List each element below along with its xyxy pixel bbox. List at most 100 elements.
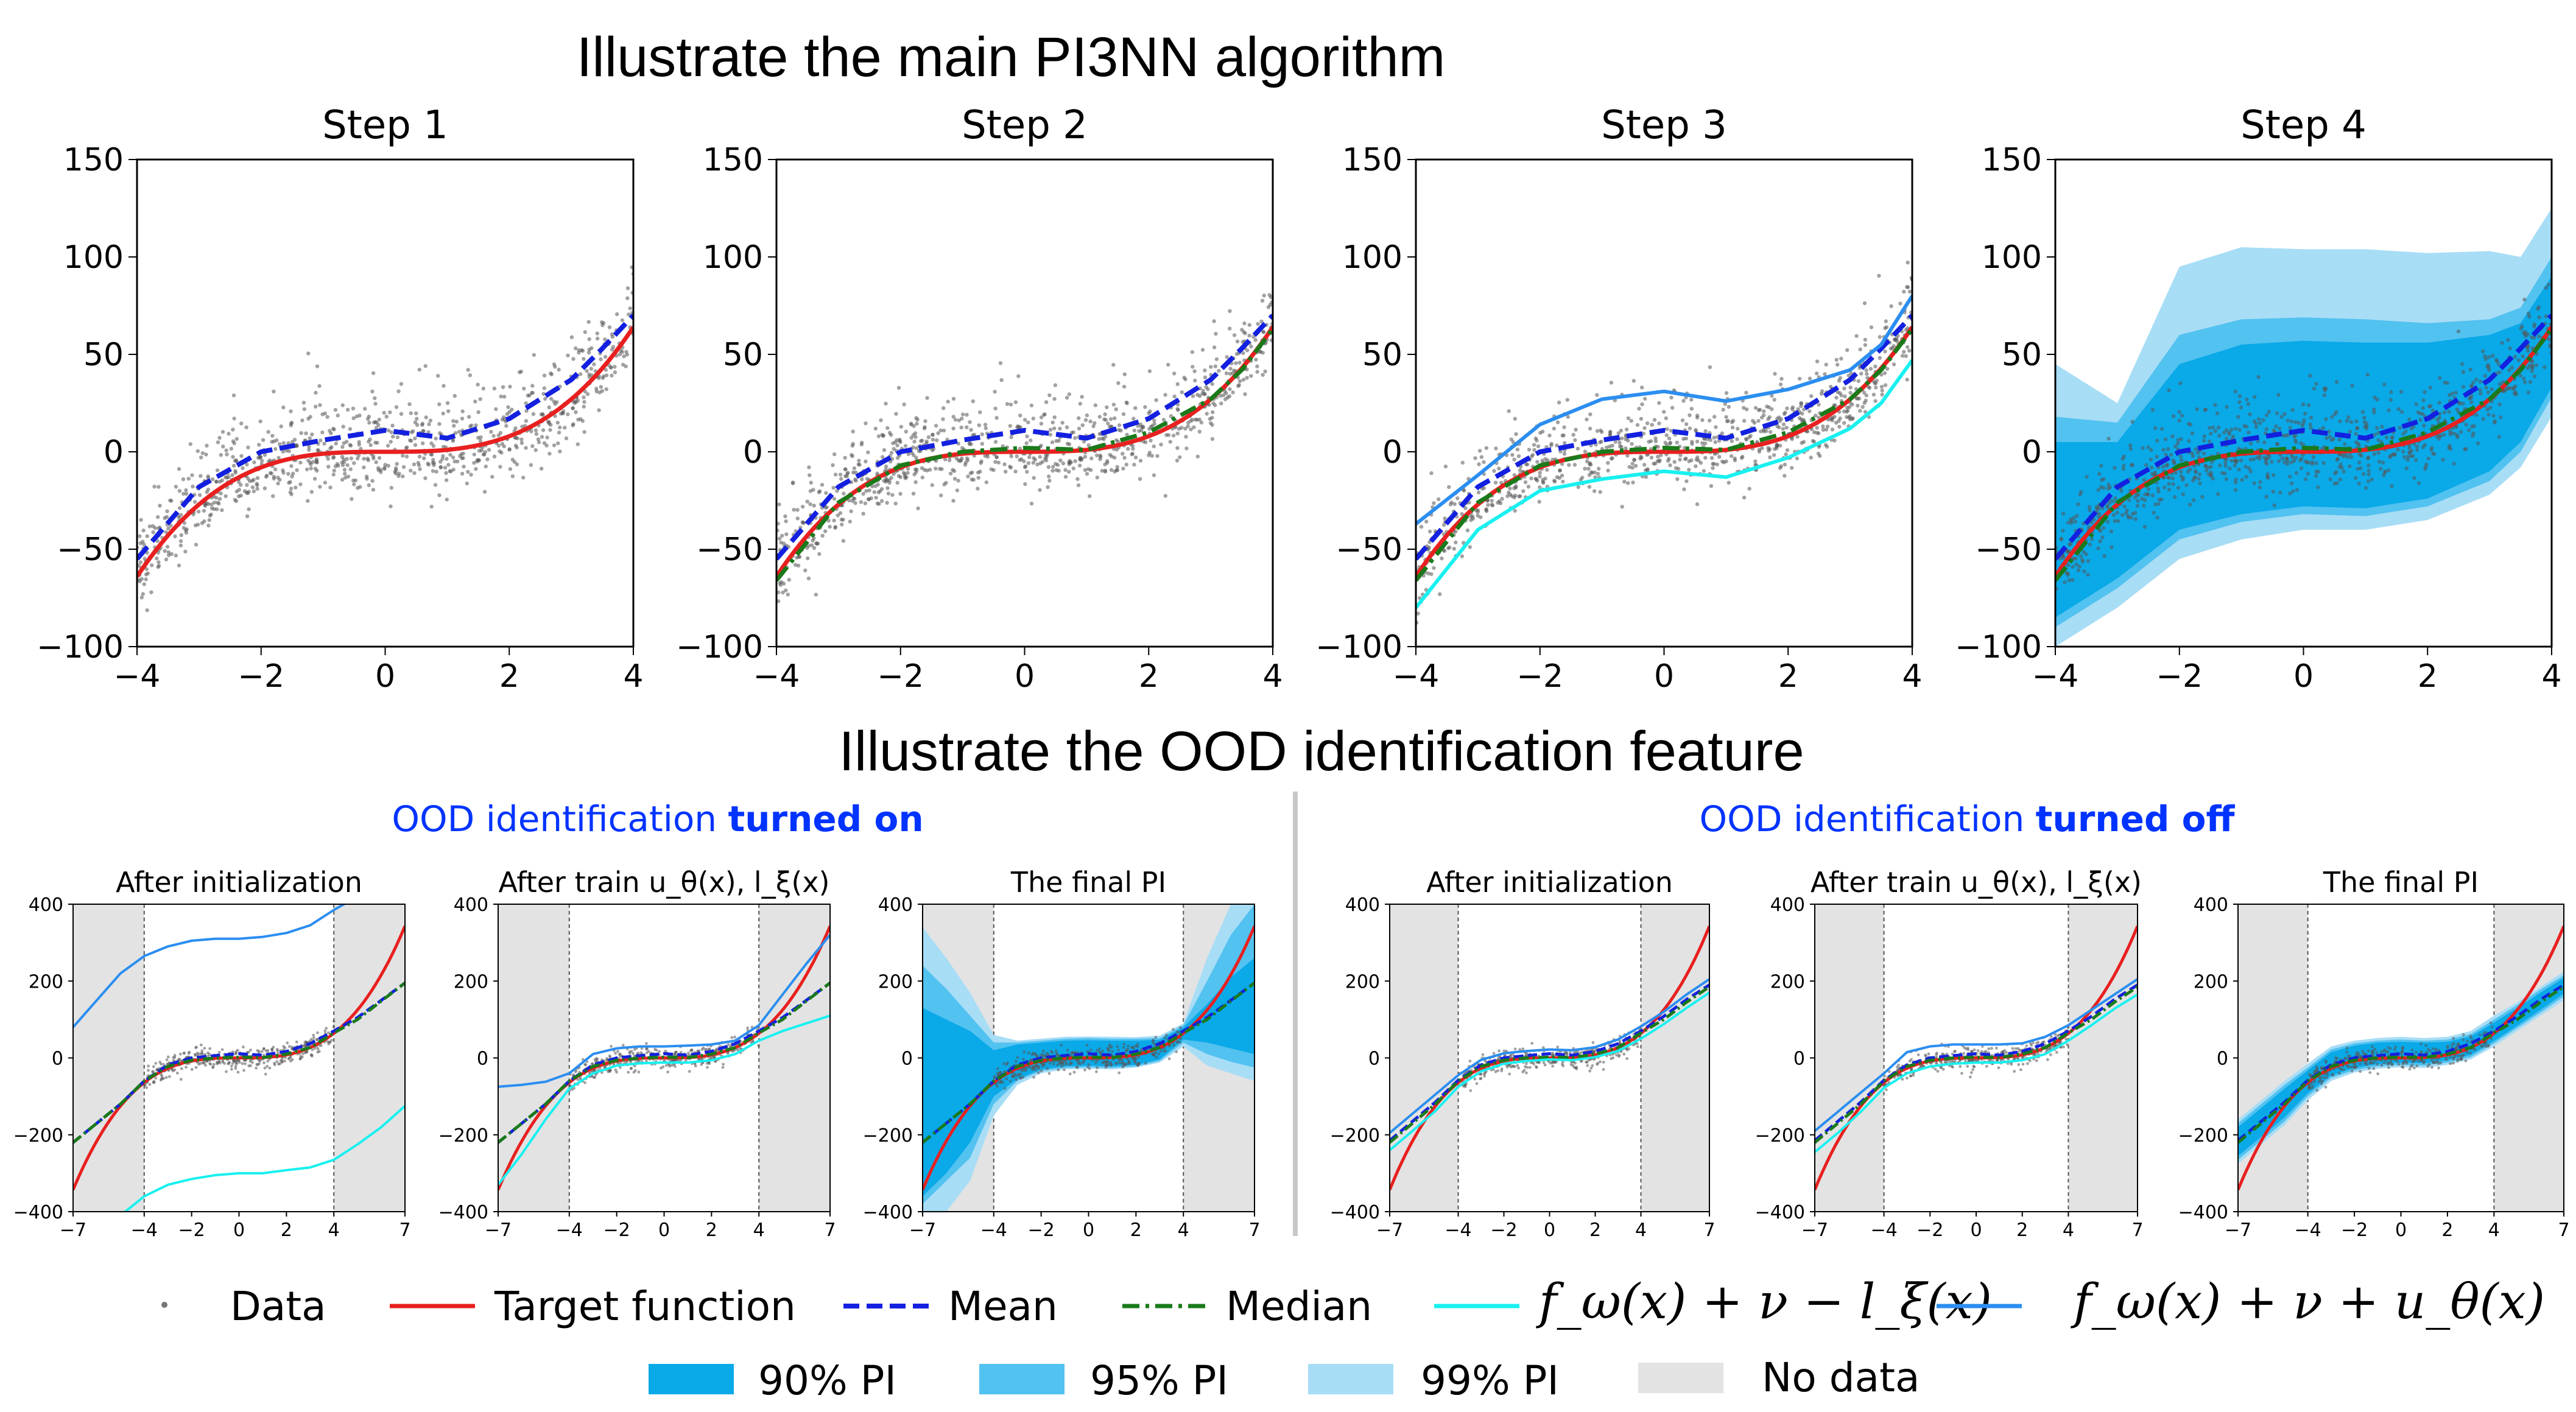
data-point bbox=[1015, 454, 1019, 458]
data-point bbox=[394, 405, 399, 409]
data-point bbox=[899, 424, 904, 429]
data-point bbox=[2235, 458, 2239, 463]
data-point bbox=[280, 1058, 284, 1061]
data-point bbox=[2301, 402, 2306, 407]
data-point bbox=[1545, 468, 1549, 472]
data-point bbox=[1669, 395, 1673, 400]
data-point bbox=[971, 399, 976, 404]
data-point bbox=[204, 452, 208, 457]
y-tick-label: 0 bbox=[2022, 434, 2042, 471]
data-point bbox=[583, 330, 587, 334]
data-point bbox=[422, 456, 426, 460]
data-point bbox=[1035, 1065, 1039, 1069]
data-point bbox=[221, 1059, 225, 1063]
data-point bbox=[1176, 408, 1180, 412]
data-point bbox=[614, 312, 619, 317]
data-point bbox=[1460, 460, 1465, 465]
data-point bbox=[1460, 554, 1465, 558]
data-point bbox=[255, 486, 259, 491]
data-point bbox=[1167, 1057, 1171, 1061]
data-point bbox=[727, 1043, 730, 1046]
data-point bbox=[1191, 365, 1195, 369]
data-point bbox=[2127, 498, 2131, 502]
data-point bbox=[1633, 463, 1638, 468]
data-point bbox=[2276, 459, 2281, 463]
data-point bbox=[1068, 1072, 1072, 1076]
data-point bbox=[869, 496, 873, 501]
data-point bbox=[1172, 395, 1177, 399]
data-point bbox=[1008, 1080, 1012, 1083]
data-point bbox=[1729, 454, 1734, 458]
data-point bbox=[1639, 416, 1644, 421]
data-point bbox=[478, 438, 483, 443]
data-point bbox=[1184, 435, 1188, 439]
x-tick-label: 2 bbox=[1778, 658, 1798, 695]
data-point bbox=[2142, 477, 2146, 482]
data-point bbox=[881, 455, 885, 459]
data-point bbox=[951, 499, 955, 503]
data-point bbox=[1121, 452, 1125, 456]
data-point bbox=[295, 468, 299, 472]
data-point bbox=[318, 438, 323, 443]
data-point bbox=[2061, 511, 2066, 516]
data-point bbox=[1733, 458, 1737, 463]
data-point bbox=[2445, 381, 2449, 385]
data-point bbox=[808, 502, 812, 507]
data-point bbox=[605, 1057, 608, 1060]
data-point bbox=[1505, 494, 1510, 498]
data-point bbox=[367, 483, 371, 487]
plot-area bbox=[137, 265, 633, 613]
data-point bbox=[317, 384, 322, 388]
data-point bbox=[557, 430, 561, 435]
data-point bbox=[1033, 457, 1038, 462]
data-point bbox=[325, 415, 329, 419]
data-point bbox=[1758, 407, 1762, 412]
data-point bbox=[2102, 486, 2106, 490]
data-point bbox=[440, 457, 445, 462]
data-point bbox=[1484, 509, 1489, 513]
data-point bbox=[2290, 455, 2295, 460]
data-point bbox=[1856, 404, 1860, 408]
data-point bbox=[1452, 547, 1456, 551]
data-point bbox=[167, 1075, 171, 1078]
x-tick-label: −4 bbox=[114, 658, 161, 695]
x-tick-label: 7 bbox=[399, 1220, 410, 1241]
data-point bbox=[1678, 457, 1682, 462]
data-point bbox=[993, 406, 998, 411]
data-point bbox=[1753, 459, 1758, 463]
data-point bbox=[1770, 393, 1774, 398]
data-point bbox=[857, 463, 862, 467]
data-point bbox=[1717, 455, 1722, 459]
data-point bbox=[323, 1029, 327, 1033]
data-point bbox=[1759, 429, 1763, 434]
data-point bbox=[1807, 409, 1812, 413]
data-point bbox=[1015, 1078, 1018, 1081]
data-point bbox=[1138, 477, 1142, 481]
data-point bbox=[451, 455, 456, 460]
data-point bbox=[234, 459, 239, 463]
y-tick-label: 100 bbox=[1342, 239, 1402, 276]
data-point bbox=[249, 1064, 252, 1067]
x-tick-label: −2 bbox=[2156, 658, 2203, 695]
data-point bbox=[1695, 440, 1700, 444]
y-tick-label: 0 bbox=[743, 434, 763, 471]
data-point bbox=[1482, 486, 1487, 490]
data-point bbox=[258, 1062, 261, 1066]
data-point bbox=[2328, 434, 2332, 439]
data-point bbox=[931, 437, 935, 442]
data-point bbox=[2530, 363, 2535, 368]
data-point bbox=[644, 1047, 648, 1051]
data-point bbox=[1490, 499, 1494, 503]
data-point bbox=[1163, 393, 1167, 397]
data-point bbox=[2288, 426, 2292, 430]
data-point bbox=[722, 1063, 725, 1066]
data-point bbox=[1432, 566, 1436, 570]
data-point bbox=[1225, 355, 1229, 359]
data-point bbox=[462, 465, 466, 469]
data-point bbox=[363, 407, 367, 411]
data-point bbox=[2357, 460, 2362, 465]
data-point bbox=[941, 428, 946, 433]
data-point bbox=[2491, 354, 2495, 358]
data-point bbox=[2187, 502, 2192, 507]
ood-on-bold: turned on bbox=[728, 798, 924, 840]
